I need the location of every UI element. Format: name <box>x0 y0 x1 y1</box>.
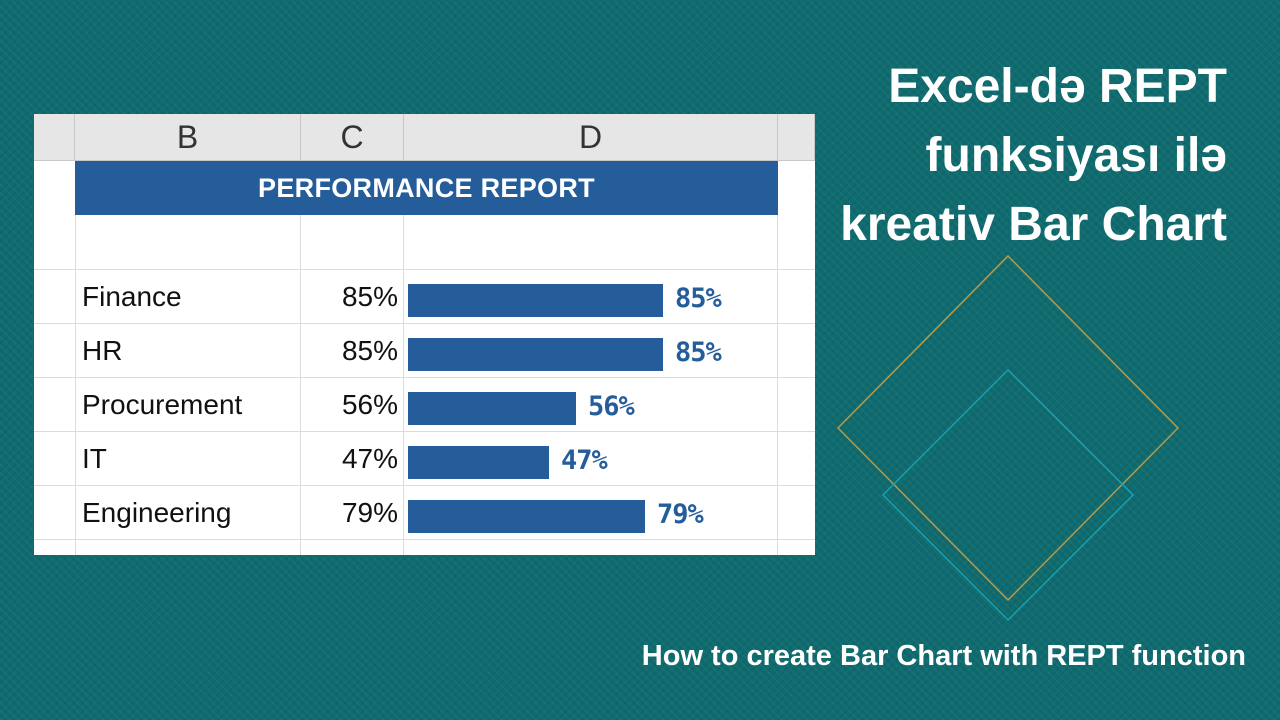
gridline <box>34 539 815 540</box>
gridline <box>34 323 815 324</box>
department-cell[interactable]: HR <box>82 335 123 366</box>
table-row: Engineering 79% 79% <box>34 486 815 540</box>
rept-bar[interactable] <box>408 338 663 371</box>
department-cell[interactable]: Finance <box>82 281 182 312</box>
rept-bar[interactable] <box>408 446 549 479</box>
column-header-d-label: D <box>578 118 603 155</box>
percent-cell[interactable]: 79% <box>341 497 398 528</box>
department-cell[interactable]: IT <box>82 443 107 474</box>
video-subtitle: How to create Bar Chart with REPT functi… <box>641 640 1246 672</box>
rept-bar[interactable] <box>408 500 645 533</box>
report-title: PERFORMANCE REPORT <box>258 172 595 203</box>
rept-bar-label: 47% <box>561 445 608 476</box>
gridline <box>300 161 301 555</box>
gridline <box>34 485 815 486</box>
table-row: IT 47% 47% <box>34 432 815 486</box>
rept-bar-label: 85% <box>675 283 722 314</box>
column-header-b[interactable]: B <box>75 114 301 161</box>
column-header-c[interactable]: C <box>301 114 404 161</box>
percent-cell[interactable]: 85% <box>341 281 398 312</box>
column-header-d[interactable]: D <box>404 114 778 161</box>
gridline <box>34 377 815 378</box>
table-row: Procurement 56% 56% <box>34 378 815 432</box>
rept-bar[interactable] <box>408 392 576 425</box>
gridline <box>34 269 815 270</box>
rept-bar-label: 85% <box>675 337 722 368</box>
percent-cell[interactable]: 56% <box>341 389 398 420</box>
row-header-corner[interactable] <box>34 114 75 161</box>
teal-diamond-outline <box>881 368 1135 622</box>
percent-cell[interactable]: 85% <box>341 335 398 366</box>
department-cell[interactable]: Engineering <box>82 497 232 528</box>
report-banner[interactable]: PERFORMANCE REPORT <box>75 161 778 215</box>
table-row: Finance 85% 85% <box>34 270 815 324</box>
spreadsheet: B C D PERFORMANCE REPORT Finance 85% 85%… <box>34 114 815 555</box>
gridline <box>403 161 404 555</box>
column-header-b-label: B <box>176 118 199 155</box>
column-header-c-label: C <box>340 118 364 155</box>
column-header-e[interactable] <box>778 114 815 161</box>
rept-bar-label: 56% <box>588 391 635 422</box>
gridline <box>75 161 76 555</box>
department-cell[interactable]: Procurement <box>82 389 243 420</box>
table-row: HR 85% 85% <box>34 324 815 378</box>
percent-cell[interactable]: 47% <box>341 443 398 474</box>
rept-bar[interactable] <box>408 284 663 317</box>
gold-diamond-outline <box>836 254 1180 602</box>
gridline <box>34 431 815 432</box>
rept-bar-label: 79% <box>657 499 704 530</box>
gridline <box>777 161 778 555</box>
video-title: Excel-də REPT funksiyası ilə kreativ Bar… <box>840 60 1227 251</box>
